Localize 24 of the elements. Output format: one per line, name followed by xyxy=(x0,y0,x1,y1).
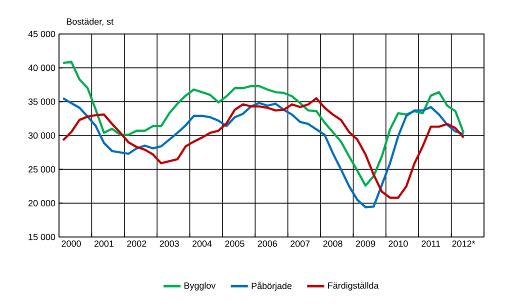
y-tick-label: 40 000 xyxy=(28,64,56,72)
x-tick-label: 2005 xyxy=(225,240,244,247)
y-tick-label: 35 000 xyxy=(28,98,56,105)
x-tick-label: 2010 xyxy=(388,240,408,247)
x-tick-label: 2007 xyxy=(290,240,310,247)
x-tick-label: 2012* xyxy=(452,240,476,247)
x-tick-label: 2006 xyxy=(258,240,277,247)
y-tick-label: 25 000 xyxy=(28,166,56,173)
x-tick-label: 2003 xyxy=(160,240,179,247)
x-tick-label: 2002 xyxy=(127,240,146,247)
legend-label: Bygglov xyxy=(184,282,216,291)
y-tick-label: 30 000 xyxy=(28,132,56,139)
y-tick-label: 45 000 xyxy=(28,30,56,38)
x-tick-label: 2000 xyxy=(62,240,81,247)
x-tick-label: 2009 xyxy=(356,240,376,247)
y-tick-label: 15 000 xyxy=(28,234,56,240)
legend-label: Färdigställda xyxy=(328,282,379,291)
x-tick-label: 2008 xyxy=(323,240,342,247)
x-tick-label: 2004 xyxy=(192,240,212,247)
legend-label: Påbörjade xyxy=(252,282,292,291)
x-tick-label: 2001 xyxy=(94,240,114,247)
y-axis-title: Bostäder, st xyxy=(66,18,114,26)
y-tick-label: 20 000 xyxy=(28,200,56,206)
x-tick-label: 2011 xyxy=(422,240,440,247)
